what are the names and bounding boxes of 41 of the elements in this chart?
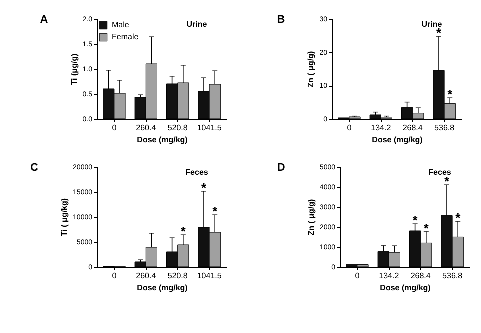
x-axis-title: Dose (mg/kg) (380, 284, 432, 292)
chart-title: C (30, 162, 39, 174)
x-axis-title: Dose (mg/kg) (137, 284, 188, 292)
x-axis-title: Dose (mg/kg) (137, 136, 188, 144)
annotation: * (456, 210, 462, 226)
annotation: * (180, 224, 187, 239)
annotation: * (201, 180, 208, 196)
annotation: * (424, 220, 430, 236)
annotation: * (212, 204, 219, 219)
x-tick-label: 0 (112, 272, 118, 280)
annotation: Feces (428, 168, 452, 177)
chart-title: D (277, 162, 286, 174)
x-tick-label: 0 (112, 124, 118, 132)
x-tick-label: 1041.5 (197, 272, 222, 280)
y-axis-title: Ti ( μg/kg) (60, 198, 70, 237)
annotation: Urine (186, 20, 208, 29)
chart-title: B (277, 14, 286, 26)
x-tick-label: 260.4 (136, 124, 157, 132)
legend-label: Female (112, 32, 140, 42)
x-tick-label: 134.2 (379, 272, 400, 280)
x-tick-label: 536.8 (442, 272, 464, 280)
x-tick-label: 520.8 (168, 272, 188, 280)
y-axis-title: Zn ( μg/g) (306, 50, 316, 88)
annotation: * (412, 213, 419, 228)
x-tick-label: 536.8 (434, 124, 456, 132)
annotation: * (444, 174, 450, 189)
chart-title: A (40, 14, 48, 26)
x-tick-label: 520.8 (168, 124, 188, 132)
annotation: * (448, 87, 454, 102)
x-tick-label: 268.4 (410, 272, 432, 280)
x-tick-label: 0 (347, 124, 352, 132)
y-axis-title: Zn ( μg/g) (306, 198, 316, 236)
annotation: Feces (186, 168, 209, 177)
x-tick-label: 260.4 (136, 272, 157, 280)
x-tick-label: 1041.5 (197, 124, 222, 132)
x-tick-label: 0 (355, 272, 360, 280)
x-axis-title: Dose (mg/kg) (372, 136, 424, 144)
x-tick-label: 134.2 (371, 124, 392, 132)
legend-label: Male (112, 20, 130, 30)
y-axis-title: Ti (μg/g) (70, 53, 79, 86)
x-tick-label: 268.4 (402, 124, 424, 132)
